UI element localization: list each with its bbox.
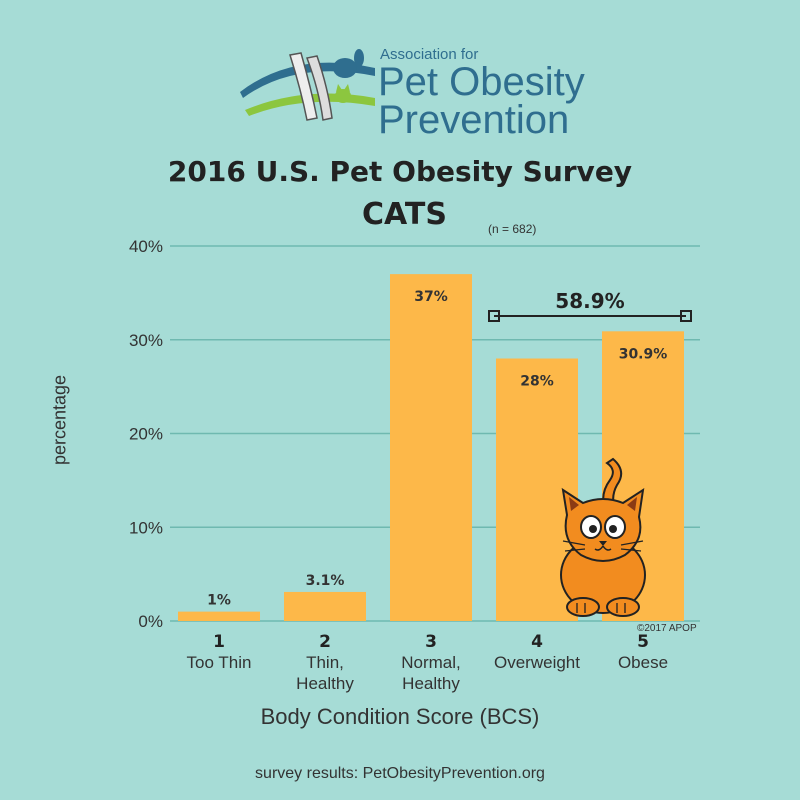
y-tick-label: 10% <box>129 518 163 537</box>
y-axis-label: percentage <box>49 374 70 466</box>
footer-source: survey results: PetObesityPrevention.org <box>255 765 545 782</box>
y-tick-label: 30% <box>129 331 163 350</box>
bar <box>178 611 260 621</box>
x-tick-number: 2 <box>319 632 331 652</box>
x-tick-label: Healthy <box>402 674 460 693</box>
copyright-text: ©2017 APOP <box>637 623 697 634</box>
x-tick-number: 5 <box>637 632 649 652</box>
x-tick-number: 3 <box>425 632 437 652</box>
x-tick-label: Obese <box>618 653 668 672</box>
x-axis-label: Body Condition Score (BCS) <box>260 704 540 729</box>
cat-illustration <box>560 457 646 617</box>
sample-size-label: (n = 682) <box>488 222 537 236</box>
chart-title: 2016 U.S. Pet Obesity Survey <box>167 155 633 188</box>
bar-value-label: 37% <box>414 289 448 305</box>
apop-logo <box>240 49 375 121</box>
logo-prevention-text: Prevention <box>378 98 570 142</box>
logo-association-text: Association for <box>380 46 479 63</box>
x-tick-label: Healthy <box>296 674 354 693</box>
x-tick-number: 4 <box>531 632 543 652</box>
bracket-end-left <box>488 310 500 322</box>
bar <box>284 591 366 621</box>
y-tick-label: 40% <box>129 237 163 256</box>
chart-subtitle: CATS <box>362 197 447 232</box>
bar <box>390 274 472 621</box>
x-tick-number: 1 <box>213 632 225 652</box>
x-tick-label: Overweight <box>494 653 580 672</box>
x-tick-label: Too Thin <box>187 653 252 672</box>
bar-value-label: 1% <box>207 593 231 609</box>
y-tick-label: 0% <box>138 612 163 631</box>
bar-value-label: 30.9% <box>619 346 668 362</box>
bracket-end-right <box>680 310 692 322</box>
y-tick-label: 20% <box>129 425 163 444</box>
x-tick-label: Normal, <box>401 653 461 672</box>
bracket-label: 58.9% <box>555 289 624 313</box>
bar-value-label: 28% <box>520 374 554 390</box>
x-tick-label: Thin, <box>306 653 344 672</box>
logo-pet-obesity-text: Pet Obesity <box>378 60 585 104</box>
bar-value-label: 3.1% <box>306 573 345 589</box>
